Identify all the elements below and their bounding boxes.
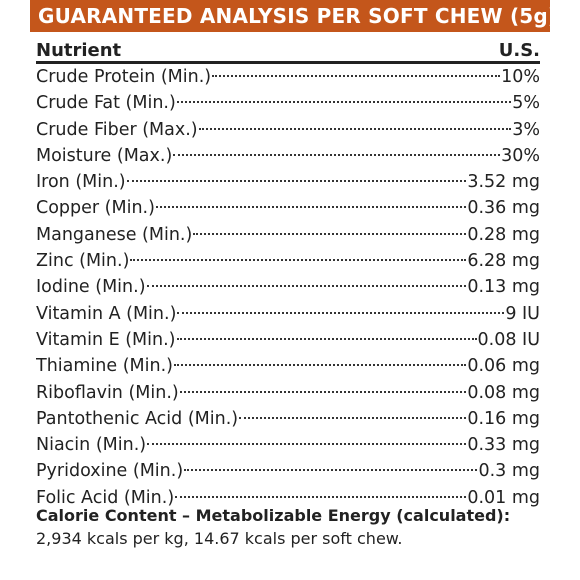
nutrient-name: Vitamin E (Min.) (36, 329, 176, 350)
nutrient-value: 0.33 mg (467, 435, 540, 456)
table-body: Crude Protein (Min.) 10% Crude Fat (Min.) 5… (36, 64, 540, 511)
dot-leader (184, 469, 478, 472)
header-nutrient: Nutrient (36, 40, 122, 61)
dot-leader (147, 443, 467, 446)
nutrient-value: 3.52 mg (467, 172, 540, 193)
nutrient-name: Crude Protein (Min.) (36, 67, 212, 87)
dot-leader (173, 153, 501, 156)
nutrient-value: 0.08 mg (467, 382, 540, 403)
nutrient-name: Manganese (Min.) (36, 224, 193, 245)
nutrient-name: Riboflavin (Min.) (36, 382, 179, 403)
nutrient-value: 3% (512, 119, 540, 140)
dot-leader (212, 75, 501, 77)
table-row: Iodine (Min.) 0.13 mg (36, 274, 540, 300)
dot-leader (130, 259, 467, 262)
nutrient-value: 0.16 mg (467, 408, 540, 429)
nutrient-value: 0.3 mg (478, 461, 540, 482)
nutrient-value: 0.28 mg (467, 224, 540, 245)
table-row: Crude Protein (Min.) 10% (36, 64, 540, 90)
calorie-title: Calorie Content – Metabolizable Energy (… (36, 506, 511, 525)
table-row: Folic Acid (Min.) 0.01 mg (36, 485, 540, 511)
table-row: Niacin (Min.) 0.33 mg (36, 432, 540, 458)
dot-leader (193, 232, 467, 235)
table-row: Manganese (Min.) 0.28 mg (36, 222, 540, 248)
calorie-text: 2,934 kcals per kg, 14.67 kcals per soft… (36, 529, 403, 548)
table-row: Pyridoxine (Min.) 0.3 mg (36, 458, 540, 484)
nutrient-name: Vitamin A (Min.) (36, 303, 177, 324)
nutrient-value: 5% (512, 93, 540, 114)
nutrient-name: Folic Acid (Min.) (36, 487, 175, 508)
table-row: Thiamine (Min.) 0.06 mg (36, 353, 540, 379)
table-row: Iron (Min.) 3.52 mg (36, 169, 540, 195)
header-us: U.S. (498, 40, 540, 61)
dot-leader (179, 390, 467, 393)
table-row: Zinc (Min.) 6.28 mg (36, 248, 540, 274)
nutrient-value: 10% (501, 67, 540, 87)
nutrient-value: 0.06 mg (467, 356, 540, 377)
guaranteed-analysis-banner: GUARANTEED ANALYSIS PER SOFT CHEW (5g) (30, 0, 550, 32)
nutrient-value: 30% (501, 145, 540, 166)
dot-leader (177, 311, 505, 314)
calorie-content: Calorie Content – Metabolizable Energy (… (36, 505, 566, 551)
nutrient-value: 9 IU (505, 303, 540, 324)
table-row: Crude Fat (Min.) 5% (36, 90, 540, 116)
nutrient-value: 0.01 mg (467, 487, 540, 508)
nutrient-name: Pantothenic Acid (Min.) (36, 408, 239, 429)
dot-leader (175, 495, 467, 498)
table-header: Nutrient U.S. (36, 35, 540, 64)
nutrient-value: 0.36 mg (467, 198, 540, 219)
table-row: Pantothenic Acid (Min.) 0.16 mg (36, 406, 540, 432)
nutrient-value: 0.13 mg (467, 277, 540, 298)
table-row: Copper (Min.) 0.36 mg (36, 195, 540, 221)
dot-leader (239, 416, 467, 419)
dot-leader (173, 364, 467, 367)
dot-leader (176, 337, 477, 340)
dot-leader (155, 206, 467, 209)
dot-leader (146, 285, 467, 288)
nutrient-value: 6.28 mg (467, 251, 540, 272)
nutrient-name: Iodine (Min.) (36, 277, 146, 298)
nutrient-name: Crude Fat (Min.) (36, 93, 176, 114)
nutrient-name: Thiamine (Min.) (36, 356, 173, 377)
dot-leader (176, 101, 512, 104)
nutrient-name: Crude Fiber (Max.) (36, 119, 198, 140)
table-row: Vitamin A (Min.) 9 IU (36, 301, 540, 327)
nutrient-name: Iron (Min.) (36, 172, 126, 193)
table-row: Moisture (Max.) 30% (36, 143, 540, 169)
nutrient-name: Moisture (Max.) (36, 145, 173, 166)
nutrient-value: 0.08 IU (477, 329, 541, 350)
table-row: Vitamin E (Min.) 0.08 IU (36, 327, 540, 353)
table-row: Crude Fiber (Max.) 3% (36, 117, 540, 143)
dot-leader (126, 180, 467, 183)
dot-leader (198, 127, 512, 130)
table-row: Riboflavin (Min.) 0.08 mg (36, 380, 540, 406)
nutrient-name: Zinc (Min.) (36, 251, 130, 272)
nutrient-name: Niacin (Min.) (36, 435, 147, 456)
nutrient-name: Copper (Min.) (36, 198, 155, 219)
nutrient-table: Nutrient U.S. Crude Protein (Min.) 10% Cru… (36, 35, 540, 511)
nutrient-name: Pyridoxine (Min.) (36, 461, 184, 482)
